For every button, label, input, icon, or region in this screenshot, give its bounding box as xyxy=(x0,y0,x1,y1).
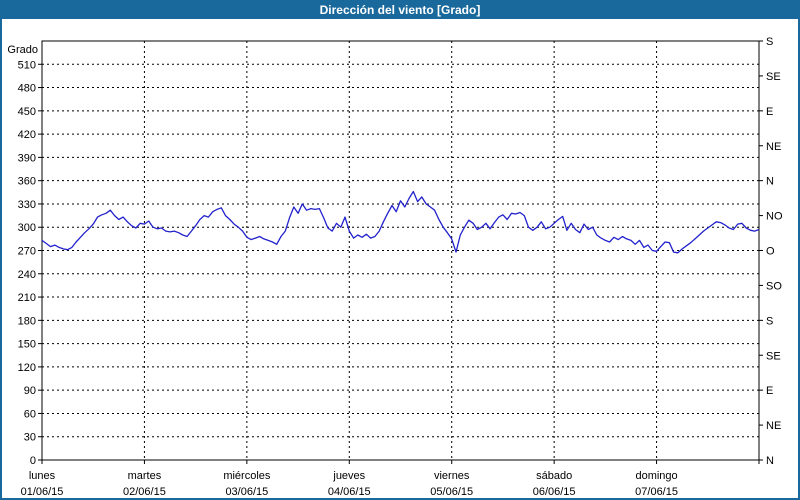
y-axis-tick-label: 390 xyxy=(18,152,36,164)
right-axis-tick-label: N xyxy=(766,455,774,467)
right-axis-tick-label: S xyxy=(766,36,773,48)
x-axis-day-label: lunes xyxy=(29,470,56,482)
x-axis-date-label: 02/06/15 xyxy=(123,486,166,498)
plot-frame xyxy=(41,40,760,461)
y-axis-tick-label: 270 xyxy=(18,246,36,258)
wind-direction-line xyxy=(41,190,760,254)
right-axis-tick-label: NE xyxy=(766,141,781,153)
y-axis-tick-label: 510 xyxy=(18,59,36,71)
y-axis-tick-label: 240 xyxy=(18,269,36,281)
window-title-bar: Dirección del viento [Grado] xyxy=(2,2,798,19)
x-axis-date-label: 05/06/15 xyxy=(430,486,473,498)
y-axis-tick-label: 120 xyxy=(18,362,36,374)
y-axis-tick-label: 150 xyxy=(18,339,36,351)
x-axis-day-label: jueves xyxy=(332,470,365,482)
right-axis-tick-label: SE xyxy=(766,350,781,362)
right-axis-tick-label: E xyxy=(766,106,773,118)
right-axis-tick-label: S xyxy=(766,315,773,327)
y-axis-tick-label: 60 xyxy=(24,408,36,420)
x-axis-date-label: 06/06/15 xyxy=(533,486,576,498)
y-axis-tick-label: 360 xyxy=(18,176,36,188)
y-axis-tick-label: 90 xyxy=(24,385,36,397)
x-axis-day-label: domingo xyxy=(635,470,677,482)
x-axis-date-label: 07/06/15 xyxy=(635,486,678,498)
plot-area: 0 30 60 90 120 150 180 210 240 270 300 330 360 390 420… xyxy=(18,36,783,498)
right-axis-tick-label: E xyxy=(766,385,773,397)
right-axis-tick-label: SE xyxy=(766,71,781,83)
y-axis-tick-label: 300 xyxy=(18,222,36,234)
y-axis-tick-label: 330 xyxy=(18,199,36,211)
y-axis-title: Grado xyxy=(7,44,38,56)
y-axis-tick-label: 210 xyxy=(18,292,36,304)
x-axis-day-label: miércoles xyxy=(223,470,271,482)
x-axis-date-label: 03/06/15 xyxy=(225,486,268,498)
x-axis-day-label: viernes xyxy=(434,470,470,482)
y-axis-tick-label: 450 xyxy=(18,106,36,118)
y-axis-tick-label: 420 xyxy=(18,129,36,141)
right-axis-tick-label: O xyxy=(766,246,775,258)
y-axis-tick-label: 480 xyxy=(18,83,36,95)
right-axis-tick-label: NO xyxy=(766,211,783,223)
window-title: Dirección del viento [Grado] xyxy=(319,3,481,17)
right-axis-tick-label: N xyxy=(766,176,774,188)
x-axis-day-label: sábado xyxy=(536,470,572,482)
y-axis-tick-label: 180 xyxy=(18,315,36,327)
right-axis-tick-label: SO xyxy=(766,280,782,292)
y-axis-tick-label: 30 xyxy=(24,432,36,444)
x-axis-date-label: 04/06/15 xyxy=(328,486,371,498)
x-axis-date-label: 01/06/15 xyxy=(21,486,64,498)
x-axis-day-label: martes xyxy=(128,470,162,482)
y-axis-tick-label: 0 xyxy=(30,455,36,467)
right-axis-tick-label: NE xyxy=(766,420,781,432)
